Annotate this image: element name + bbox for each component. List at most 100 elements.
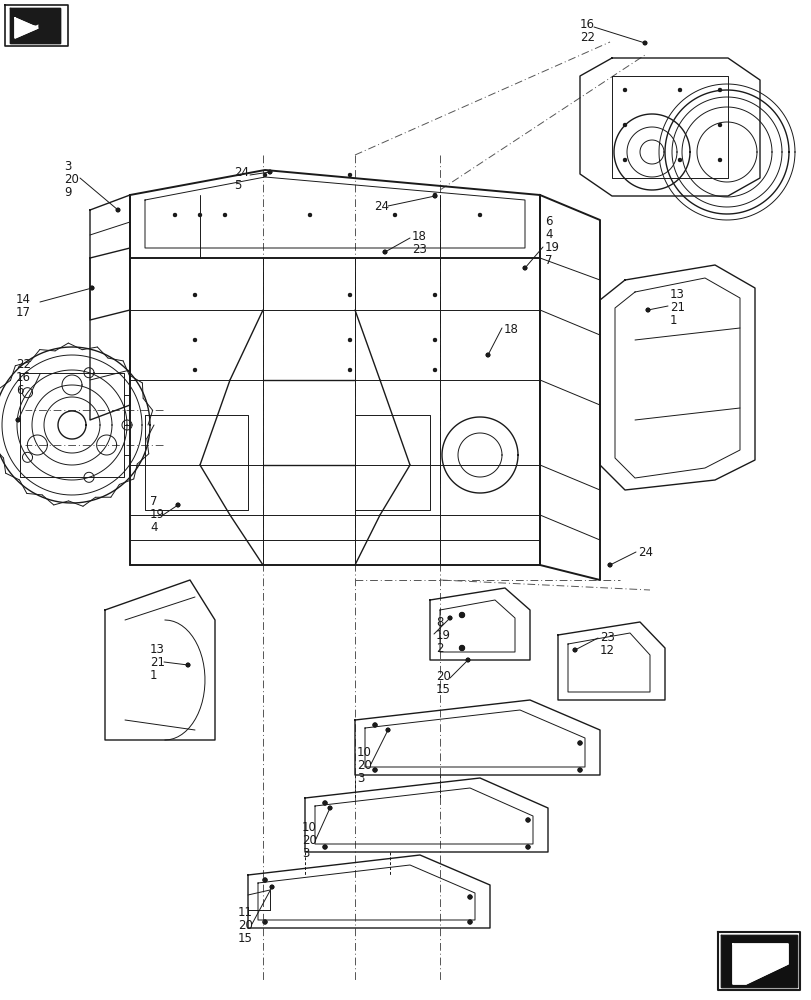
Text: 20: 20 (302, 834, 316, 847)
Polygon shape (623, 159, 626, 161)
Text: 22: 22 (16, 358, 31, 371)
Polygon shape (522, 266, 526, 270)
Polygon shape (393, 214, 396, 216)
Polygon shape (16, 419, 19, 421)
Text: 2: 2 (436, 642, 443, 655)
Polygon shape (193, 369, 196, 371)
Text: 10: 10 (302, 821, 316, 834)
Polygon shape (433, 294, 436, 296)
Polygon shape (308, 214, 311, 216)
Polygon shape (459, 613, 464, 617)
Polygon shape (328, 806, 332, 810)
Polygon shape (174, 214, 176, 216)
Polygon shape (263, 878, 267, 882)
Polygon shape (90, 287, 93, 289)
Polygon shape (323, 801, 327, 805)
Text: 18: 18 (411, 230, 427, 243)
Polygon shape (459, 646, 464, 650)
Text: 20: 20 (238, 919, 252, 932)
Polygon shape (467, 920, 471, 924)
Polygon shape (448, 617, 451, 619)
Text: 23: 23 (599, 631, 614, 644)
Text: 1: 1 (150, 669, 157, 682)
Polygon shape (577, 768, 581, 772)
Polygon shape (718, 159, 721, 161)
Polygon shape (433, 339, 436, 341)
Text: 15: 15 (436, 683, 450, 696)
Text: 4: 4 (150, 521, 157, 534)
Polygon shape (383, 251, 386, 253)
Text: 19: 19 (150, 508, 165, 521)
Polygon shape (186, 663, 190, 667)
Text: 18: 18 (504, 323, 518, 336)
Text: 20: 20 (436, 670, 450, 683)
Text: 4: 4 (544, 228, 551, 241)
Text: 16: 16 (16, 371, 31, 384)
Polygon shape (323, 845, 327, 849)
Text: 7: 7 (544, 254, 551, 267)
Polygon shape (348, 174, 351, 176)
Polygon shape (176, 503, 179, 507)
Polygon shape (10, 8, 60, 43)
Text: 20: 20 (64, 173, 79, 186)
Text: 6: 6 (16, 384, 24, 397)
Polygon shape (448, 616, 451, 620)
Polygon shape (433, 194, 436, 196)
Text: 7: 7 (150, 495, 157, 508)
Polygon shape (523, 267, 526, 269)
Polygon shape (607, 563, 611, 567)
Polygon shape (193, 294, 196, 296)
Text: 13: 13 (150, 643, 165, 656)
Text: 21: 21 (150, 656, 165, 669)
Text: 3: 3 (357, 772, 364, 785)
Polygon shape (223, 214, 226, 216)
Text: 16: 16 (579, 18, 594, 31)
Polygon shape (732, 944, 787, 984)
Polygon shape (268, 171, 271, 173)
Polygon shape (642, 41, 646, 45)
Polygon shape (386, 728, 389, 732)
Polygon shape (348, 369, 351, 371)
Text: 21: 21 (669, 301, 684, 314)
Polygon shape (646, 309, 649, 311)
Polygon shape (607, 564, 611, 566)
Polygon shape (372, 723, 376, 727)
Polygon shape (187, 664, 189, 666)
Polygon shape (193, 339, 196, 341)
Polygon shape (16, 418, 19, 422)
Polygon shape (433, 194, 436, 198)
Polygon shape (718, 124, 721, 126)
Text: 24: 24 (234, 166, 249, 179)
Text: 3: 3 (64, 160, 71, 173)
Polygon shape (383, 250, 386, 254)
Text: 5: 5 (234, 179, 241, 192)
Text: 12: 12 (599, 644, 614, 657)
Polygon shape (526, 845, 530, 849)
Text: 24: 24 (637, 546, 652, 559)
Text: 23: 23 (411, 243, 427, 256)
Polygon shape (90, 286, 94, 290)
Polygon shape (573, 648, 576, 652)
Polygon shape (466, 658, 470, 662)
Text: 8: 8 (436, 616, 443, 629)
Polygon shape (386, 729, 389, 731)
Text: 6: 6 (544, 215, 551, 228)
Polygon shape (198, 214, 201, 216)
Text: 13: 13 (669, 288, 684, 301)
Text: 11: 11 (238, 906, 253, 919)
Polygon shape (328, 807, 331, 809)
Polygon shape (526, 818, 530, 822)
Polygon shape (433, 195, 436, 197)
Polygon shape (478, 214, 481, 216)
Polygon shape (268, 170, 272, 174)
Polygon shape (466, 659, 469, 661)
Polygon shape (176, 504, 179, 506)
Polygon shape (646, 308, 649, 312)
Polygon shape (116, 208, 120, 212)
Text: 22: 22 (579, 31, 594, 44)
Polygon shape (372, 768, 376, 772)
Polygon shape (577, 741, 581, 745)
Polygon shape (348, 339, 351, 341)
Text: 3: 3 (302, 847, 309, 860)
Polygon shape (623, 89, 626, 91)
